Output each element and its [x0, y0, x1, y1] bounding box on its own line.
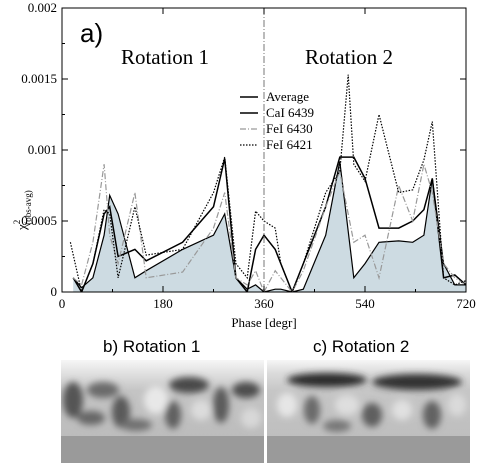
y-axis-label: χ2(obs-avg): [12, 190, 33, 231]
panel-label: a): [80, 18, 103, 48]
series-line-average: [72, 161, 466, 292]
x-axis-label: Phase [degr]: [231, 315, 296, 330]
y-tick-label: 0.002: [28, 0, 57, 15]
legend-label: FeI 6421: [266, 137, 313, 152]
legend-label: Average: [266, 89, 309, 104]
y-axis-label-sup: 2: [12, 220, 22, 225]
x-tick-label: 0: [59, 296, 66, 311]
y-tick-label: 0.0005: [21, 213, 57, 228]
y-tick-label: 0: [51, 284, 58, 299]
annotation-rotation-1: Rotation 1: [121, 45, 209, 69]
surface-map-rotation-2: [267, 360, 470, 463]
y-tick-label: 0.001: [28, 142, 57, 157]
legend-label: FeI 6430: [266, 121, 313, 136]
legend-label: CaI 6439: [266, 105, 314, 120]
y-tick-label: 0.0015: [21, 71, 57, 86]
x-tick-label: 180: [153, 296, 173, 311]
x-tick-label: 540: [355, 296, 375, 311]
panel-title-rotation-2: c) Rotation 2: [313, 337, 410, 356]
series-line-fei-6421: [69, 74, 466, 292]
y-axis-label-sub: (obs-avg): [23, 190, 33, 225]
x-tick-label: 360: [254, 296, 274, 311]
surface-map-rotation-1: [61, 360, 264, 463]
panel-title-rotation-1: b) Rotation 1: [103, 337, 201, 356]
series-line-fei-6430: [72, 164, 466, 292]
annotation-rotation-2: Rotation 2: [305, 45, 393, 69]
x-tick-label: 720: [456, 296, 476, 311]
y-axis-label-main: χ: [14, 224, 29, 231]
